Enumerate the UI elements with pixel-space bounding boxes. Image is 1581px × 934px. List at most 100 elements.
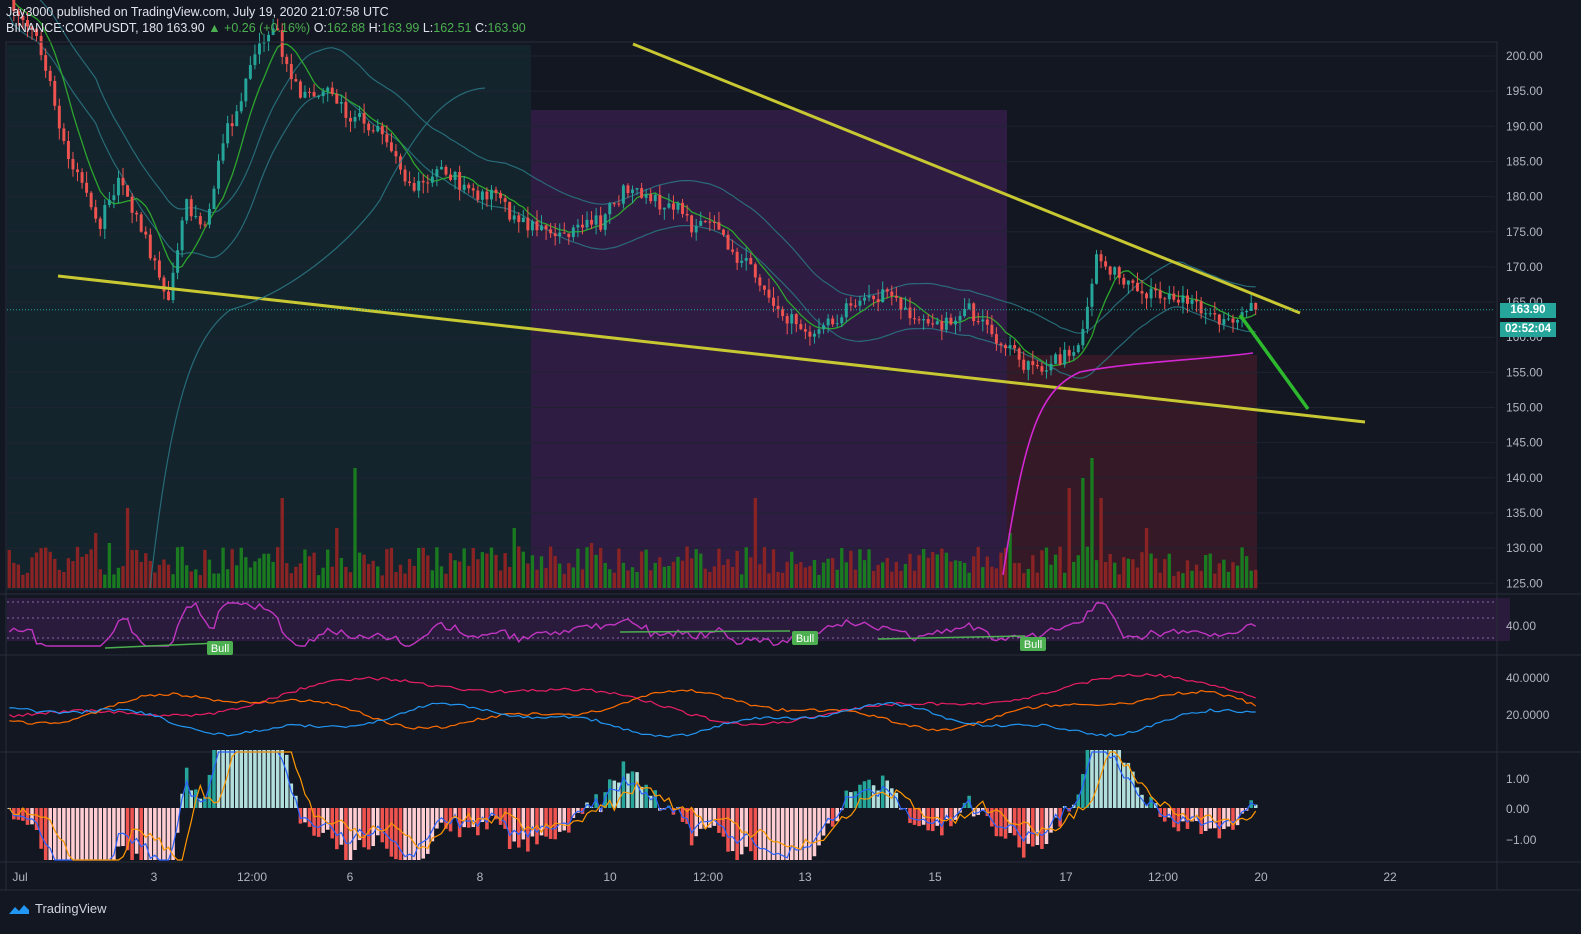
candle-body (217, 160, 221, 189)
macd-histogram-bar (867, 779, 871, 808)
volume-bar (235, 565, 239, 588)
candle-body (530, 221, 534, 231)
author[interactable]: Jay3000 (6, 5, 54, 19)
macd-histogram-bar (1049, 808, 1053, 833)
volume-bar (867, 549, 871, 588)
macd-histogram-bar (621, 761, 626, 808)
candle-body (344, 102, 348, 118)
macd-histogram-bar (112, 808, 116, 860)
macd-histogram-bar (726, 808, 730, 852)
candle-body (326, 87, 330, 92)
macd-histogram-bar (239, 750, 244, 808)
macd-histogram-bar (389, 808, 394, 857)
macd-histogram-bar (253, 750, 257, 808)
candle-body (1208, 313, 1212, 315)
macd-histogram-bar (940, 808, 944, 836)
macd-histogram-bar (530, 808, 535, 837)
macd-histogram-bar (594, 794, 598, 808)
candle-body (439, 166, 443, 170)
volume-bar (1254, 569, 1258, 588)
indicator-tick: 20.0000 (1506, 708, 1550, 722)
candle-body (603, 214, 607, 230)
volume-bar (1012, 563, 1017, 588)
volume-bar (1213, 573, 1217, 588)
macd-histogram-bar (412, 808, 416, 860)
volume-bar (467, 565, 471, 588)
candle-body (244, 78, 248, 102)
green-arrow (1238, 313, 1310, 411)
time-tick: 20 (1254, 870, 1268, 884)
volume-bar (699, 553, 703, 588)
macd-histogram-bar (1108, 750, 1112, 808)
volume-bar (25, 572, 30, 588)
volume-bar (712, 566, 717, 588)
volume-bar (926, 557, 930, 588)
volume-bar (198, 575, 203, 588)
bull-divergence-1 (104, 642, 219, 649)
volume-bar (862, 560, 867, 588)
rsi-pane: Bull Bull Bull (7, 601, 1495, 655)
macd-histogram-bar (639, 786, 644, 808)
candle-body (681, 202, 685, 214)
candle-body (285, 56, 289, 64)
time-tick: 17 (1059, 870, 1073, 884)
volume-bar (653, 562, 657, 588)
volume-bar (262, 553, 266, 588)
tradingview-logo[interactable]: TradingView (7, 901, 107, 916)
volume-bar (694, 549, 698, 588)
macd-histogram-bar (1099, 750, 1103, 808)
macd-histogram-bar (1094, 750, 1099, 808)
time-tick: 3 (151, 870, 158, 884)
candle-body (458, 171, 462, 190)
volume-bar (321, 567, 325, 588)
candle-body (48, 70, 52, 82)
macd-histogram-bar (175, 808, 180, 833)
macd-histogram-bar (271, 750, 275, 808)
volume-bar (275, 547, 280, 588)
bull-label: Bull (211, 643, 229, 655)
candle-body (1058, 354, 1062, 365)
macd-histogram-bar (1194, 808, 1199, 822)
volume-bar (821, 562, 826, 588)
macd-histogram-bar (89, 808, 93, 860)
macd-histogram-bar (230, 750, 234, 808)
bull-divergence-2 (877, 635, 1026, 640)
macd-histogram-bar (1112, 750, 1117, 808)
candle-body (258, 43, 261, 55)
volume-bar (871, 570, 876, 588)
candle-body (198, 216, 202, 225)
vwap-line (1002, 352, 1254, 576)
candle-body (949, 317, 953, 325)
macd-histogram-bar (844, 790, 849, 808)
time-tick: Jul (12, 870, 27, 884)
candle-body (490, 189, 493, 200)
candle-body (940, 321, 944, 330)
candle-body (781, 309, 785, 317)
candle-body (294, 79, 298, 82)
candle-body (612, 203, 616, 205)
macd-histogram-bar (617, 782, 621, 808)
volume-bar (799, 562, 803, 588)
macd-histogram-bar (526, 808, 530, 852)
time-tick: 22 (1383, 870, 1397, 884)
candle-body (207, 208, 211, 225)
macd-histogram-bar (1126, 762, 1131, 808)
volume-bar (780, 572, 785, 588)
candle-body (39, 35, 43, 56)
candle-body (653, 194, 657, 202)
volume-bar (385, 549, 389, 588)
volume-bar (717, 548, 721, 588)
candle-body (1013, 345, 1017, 349)
macd-histogram-bar (103, 808, 107, 860)
macd-histogram-bar (544, 808, 548, 837)
macd-histogram-bar (653, 790, 658, 808)
volume-bar (316, 575, 321, 588)
macd-histogram-bar (735, 808, 739, 860)
price-tick: 175.00 (1506, 225, 1543, 239)
candle-body (280, 30, 284, 57)
candle-body (176, 250, 180, 273)
price-tick: 130.00 (1506, 541, 1543, 555)
volume-bar (671, 561, 676, 588)
volume-bar (803, 567, 808, 588)
